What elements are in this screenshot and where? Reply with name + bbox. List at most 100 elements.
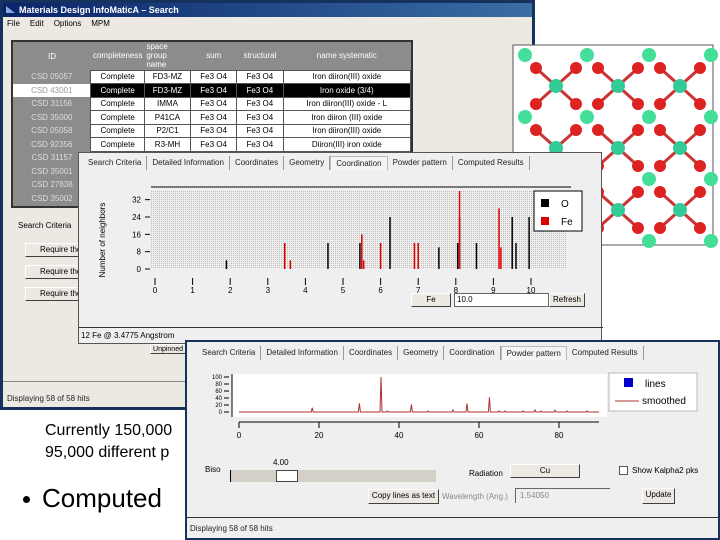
element-button[interactable]: Fe	[411, 293, 451, 307]
col-header-sum[interactable]: sum	[206, 51, 222, 61]
iron-atom	[704, 48, 718, 62]
tab-geometry[interactable]: Geometry	[398, 346, 445, 360]
biso-slider-thumb[interactable]	[276, 470, 299, 482]
table-row[interactable]: CSD 31157	[13, 151, 411, 165]
col-header-structural[interactable]: structural	[243, 51, 277, 61]
tab-powder-pattern[interactable]: Powder pattern	[388, 156, 453, 170]
coordination-window: Search Criteria Detailed Information Coord…	[78, 152, 603, 344]
table-cell: Fe3 O4	[236, 83, 284, 98]
tab-computed-results[interactable]: Computed Results	[453, 156, 530, 170]
table-row[interactable]: CSD 35002	[13, 192, 411, 206]
tab-coordination[interactable]: Coordination	[444, 346, 501, 360]
wavelength-input[interactable]: 1.54050	[515, 488, 610, 503]
table-row[interactable]: CSD 05058 Complete P2/C1 Fe3 O4 Fe3 O4 Iron d…	[13, 123, 412, 138]
x-tick-label: 8	[454, 286, 459, 293]
oxygen-atom	[632, 222, 644, 234]
table-cell: R3-MH	[143, 137, 192, 152]
table-cell: Fe3 O4	[190, 83, 238, 98]
table-cell: Complete	[90, 96, 145, 111]
refresh-button[interactable]: Refresh	[549, 293, 585, 307]
y-tick-label: 80	[215, 382, 222, 388]
x-tick-label: 2	[228, 286, 233, 293]
table-cell: CSD 92356	[31, 139, 73, 149]
iron-atom	[611, 141, 625, 155]
show-kalpha2-checkbox[interactable]	[619, 466, 628, 475]
unpinned-button[interactable]: Unpinned	[150, 344, 186, 354]
x-tick-label: 40	[395, 431, 404, 440]
table-cell: CSD 43001	[13, 83, 91, 97]
legend-swatch	[541, 217, 549, 225]
table-row[interactable]: CSD 92356 Complete R3-MH Fe3 O4 Fe3 O4 Diiron…	[13, 137, 412, 152]
iron-atom	[642, 48, 656, 62]
x-tick-label: 9	[491, 286, 496, 293]
table-row[interactable]: CSD 31156 Complete IMMA Fe3 O4 Fe3 O4 Iron di…	[13, 96, 412, 111]
x-tick-label: 80	[555, 431, 564, 440]
oxygen-atom	[592, 98, 604, 110]
table-cell: Diiron(III) iron oxide	[282, 137, 412, 152]
require-button-2[interactable]: Require the	[25, 265, 85, 279]
menu-options[interactable]: Options	[53, 19, 82, 28]
tab-geometry[interactable]: Geometry	[284, 156, 331, 170]
tab-coordinates[interactable]: Coordinates	[230, 156, 285, 170]
tab-search-criteria[interactable]: Search Criteria	[83, 156, 148, 170]
iron-atom	[673, 141, 687, 155]
table-cell: CSD 05057	[31, 72, 73, 82]
x-tick-label: 5	[341, 286, 346, 293]
tab-powder-pattern[interactable]: Powder pattern	[500, 346, 567, 360]
menu-mpm[interactable]: MPM	[91, 19, 110, 28]
update-button[interactable]: Update	[642, 488, 675, 504]
table-cell: CSD 31157	[31, 153, 73, 163]
table-cell: Iron diiron(III) oxide - L	[282, 96, 412, 111]
iron-atom	[642, 172, 656, 186]
search-criteria-label: Search Criteria	[18, 221, 72, 230]
legend-label: smoothed	[642, 396, 686, 407]
col-header-completeness[interactable]: completeness	[92, 51, 143, 61]
iron-atom	[518, 110, 532, 124]
iron-atom	[611, 203, 625, 217]
biso-slider[interactable]	[230, 470, 436, 482]
y-tick-label: 100	[212, 375, 223, 381]
radiation-select[interactable]: Cu	[510, 464, 580, 478]
tab-coordination[interactable]: Coordination	[330, 156, 388, 170]
tab-detailed-information[interactable]: Detailed Information	[147, 156, 230, 170]
table-cell: P2/C1	[143, 123, 192, 138]
require-button-1[interactable]: Require the	[25, 243, 85, 257]
oxygen-atom	[570, 62, 582, 74]
oxygen-atom	[530, 62, 542, 74]
col-header-id[interactable]: ID	[47, 51, 56, 61]
legend-box	[608, 372, 698, 412]
tab-detailed-information[interactable]: Detailed Information	[261, 346, 344, 360]
iron-atom	[549, 141, 563, 155]
tab-computed-results[interactable]: Computed Results	[567, 346, 644, 360]
require-button-3[interactable]: Require the	[25, 287, 85, 301]
table-cell: Iron diiron(III) oxide	[282, 69, 412, 84]
col-header-name[interactable]: name systematic	[316, 51, 377, 61]
iron-atom	[518, 48, 532, 62]
slide-bullet-computed: Computed	[42, 483, 162, 513]
menu-edit[interactable]: Edit	[29, 19, 44, 28]
iron-atom	[580, 48, 594, 62]
copy-lines-button[interactable]: Copy lines as text	[368, 489, 439, 504]
distance-input[interactable]: 10.0	[454, 293, 549, 307]
oxygen-atom	[654, 222, 666, 234]
plot-area	[232, 374, 607, 417]
table-row[interactable]: CSD 35001	[13, 165, 411, 179]
menu-file[interactable]: File	[7, 19, 20, 28]
y-tick-label: 32	[132, 196, 141, 205]
table-row[interactable]: CSD 43001 Complete FD3-MZ Fe3 O4 Fe3 O4 Iron …	[13, 83, 412, 98]
y-tick-label: 24	[132, 213, 141, 222]
table-row[interactable]: CSD 27838	[13, 178, 411, 192]
iron-atom	[611, 79, 625, 93]
iron-atom	[642, 234, 656, 248]
oxygen-atom	[632, 98, 644, 110]
tab-search-criteria[interactable]: Search Criteria	[197, 346, 262, 360]
table-row[interactable]: CSD 35000 Complete P41CA Fe3 O4 Fe3 O4 Iron d…	[13, 110, 412, 125]
show-kalpha2-label: Show Kalpha2 pks	[632, 466, 699, 475]
tab-coordinates[interactable]: Coordinates	[344, 346, 399, 360]
oxygen-atom	[592, 124, 604, 136]
col-header-space-group[interactable]: space group name	[146, 42, 168, 70]
table-row[interactable]: CSD 05057 Complete FD3-MZ Fe3 O4 Fe3 O4 Iron …	[13, 69, 412, 84]
title-bar[interactable]: Materials Design InfoMaticA – Search	[3, 3, 532, 17]
